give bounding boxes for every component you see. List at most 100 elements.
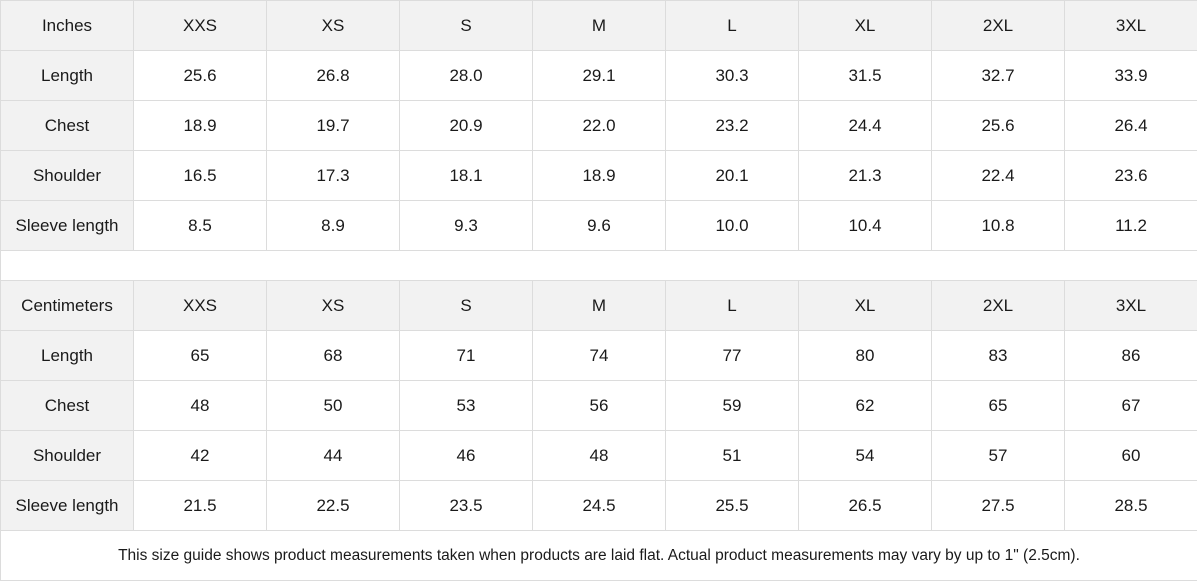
unit-header: Inches [1, 1, 134, 51]
measurement-value: 10.0 [666, 201, 799, 251]
measurement-value: 42 [134, 431, 267, 481]
spacer [1, 251, 1197, 281]
measurement-value: 26.8 [267, 51, 400, 101]
measurement-value: 22.4 [932, 151, 1065, 201]
size-header: L [666, 1, 799, 51]
spacer-row [1, 251, 1197, 281]
measurement-value: 17.3 [267, 151, 400, 201]
size-header: XS [267, 281, 400, 331]
measurement-value: 22.5 [267, 481, 400, 531]
measurement-value: 18.9 [533, 151, 666, 201]
measurement-label: Shoulder [1, 151, 134, 201]
size-header: XS [267, 1, 400, 51]
measurement-label: Chest [1, 101, 134, 151]
measurement-label: Sleeve length [1, 201, 134, 251]
measurement-value: 44 [267, 431, 400, 481]
size-header: XL [799, 1, 932, 51]
size-header: 2XL [932, 281, 1065, 331]
size-header: XXS [134, 281, 267, 331]
measurement-value: 20.9 [400, 101, 533, 151]
measurement-value: 57 [932, 431, 1065, 481]
measurement-value: 28.5 [1065, 481, 1197, 531]
measurement-value: 30.3 [666, 51, 799, 101]
measurement-value: 68 [267, 331, 400, 381]
measurement-value: 32.7 [932, 51, 1065, 101]
size-header: L [666, 281, 799, 331]
measurement-value: 18.9 [134, 101, 267, 151]
measurement-value: 23.6 [1065, 151, 1197, 201]
measurement-value: 29.1 [533, 51, 666, 101]
measurement-value: 65 [932, 381, 1065, 431]
measurement-value: 22.0 [533, 101, 666, 151]
measurement-value: 27.5 [932, 481, 1065, 531]
measurement-value: 31.5 [799, 51, 932, 101]
measurement-value: 21.3 [799, 151, 932, 201]
measurement-value: 8.5 [134, 201, 267, 251]
measurement-label: Chest [1, 381, 134, 431]
measurement-value: 26.5 [799, 481, 932, 531]
measurement-value: 46 [400, 431, 533, 481]
measurement-value: 20.1 [666, 151, 799, 201]
size-header: S [400, 1, 533, 51]
measurement-value: 48 [533, 431, 666, 481]
size-header: M [533, 1, 666, 51]
measurement-value: 59 [666, 381, 799, 431]
measurement-value: 25.5 [666, 481, 799, 531]
measurement-value: 10.4 [799, 201, 932, 251]
measurement-value: 28.0 [400, 51, 533, 101]
measurement-value: 23.5 [400, 481, 533, 531]
measurement-value: 9.3 [400, 201, 533, 251]
measurement-value: 65 [134, 331, 267, 381]
measurement-value: 74 [533, 331, 666, 381]
measurement-value: 16.5 [134, 151, 267, 201]
measurement-value: 33.9 [1065, 51, 1197, 101]
measurement-value: 19.7 [267, 101, 400, 151]
measurement-label: Sleeve length [1, 481, 134, 531]
measurement-value: 10.8 [932, 201, 1065, 251]
measurement-value: 8.9 [267, 201, 400, 251]
measurement-value: 24.4 [799, 101, 932, 151]
measurement-value: 50 [267, 381, 400, 431]
measurement-value: 26.4 [1065, 101, 1197, 151]
measurement-value: 24.5 [533, 481, 666, 531]
size-header: XXS [134, 1, 267, 51]
measurement-value: 56 [533, 381, 666, 431]
measurement-value: 71 [400, 331, 533, 381]
measurement-value: 60 [1065, 431, 1197, 481]
measurement-value: 9.6 [533, 201, 666, 251]
size-header: XL [799, 281, 932, 331]
measurement-value: 54 [799, 431, 932, 481]
measurement-value: 25.6 [134, 51, 267, 101]
measurement-label: Shoulder [1, 431, 134, 481]
size-header: 2XL [932, 1, 1065, 51]
size-header: S [400, 281, 533, 331]
size-header: M [533, 281, 666, 331]
measurement-value: 23.2 [666, 101, 799, 151]
measurement-value: 48 [134, 381, 267, 431]
measurement-value: 62 [799, 381, 932, 431]
measurement-value: 18.1 [400, 151, 533, 201]
size-header: 3XL [1065, 1, 1197, 51]
size-header: 3XL [1065, 281, 1197, 331]
measurement-label: Length [1, 51, 134, 101]
measurement-value: 53 [400, 381, 533, 431]
measurement-value: 67 [1065, 381, 1197, 431]
measurement-value: 11.2 [1065, 201, 1197, 251]
measurement-label: Length [1, 331, 134, 381]
measurement-value: 51 [666, 431, 799, 481]
measurement-value: 21.5 [134, 481, 267, 531]
measurement-value: 86 [1065, 331, 1197, 381]
note-row: This size guide shows product measuremen… [1, 531, 1197, 581]
measurement-value: 83 [932, 331, 1065, 381]
